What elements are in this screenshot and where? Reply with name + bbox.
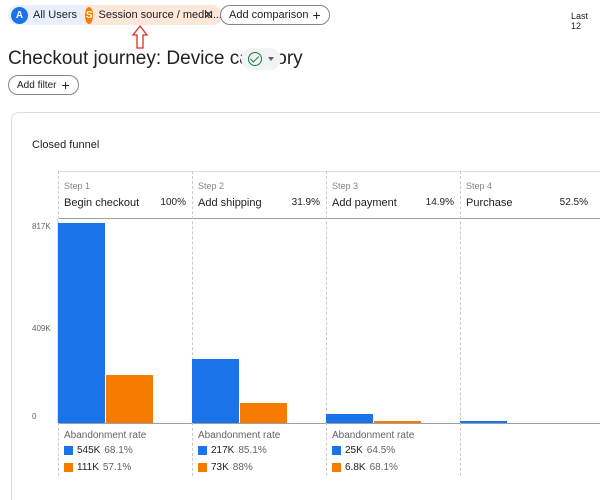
plus-icon: + bbox=[312, 7, 321, 23]
abandonment-rate: 68.1% bbox=[104, 445, 133, 456]
close-icon[interactable]: ✕ bbox=[203, 7, 214, 22]
add-filter-button[interactable]: Add filter + bbox=[8, 75, 79, 95]
abandonment-rate: 68.1% bbox=[369, 462, 398, 473]
legend-swatch bbox=[198, 463, 207, 472]
legend-swatch bbox=[198, 446, 207, 455]
funnel-bar-2-2[interactable] bbox=[240, 403, 287, 423]
abandonment-rate-step-1: Abandonment rate 545K 68.1% 111K 57.1% bbox=[58, 430, 192, 490]
abandonment-value: 111K bbox=[77, 462, 99, 473]
step-name: Add shipping bbox=[198, 197, 262, 209]
abandonment-row: 6.8K 68.1% bbox=[332, 462, 398, 473]
y-axis bbox=[57, 219, 58, 423]
abandonment-row: 217K 85.1% bbox=[198, 445, 267, 456]
annotation-arrow-icon bbox=[131, 24, 149, 49]
add-comparison-button[interactable]: Add comparison + bbox=[220, 5, 330, 25]
funnel-bar-1-2[interactable] bbox=[192, 359, 239, 423]
abandonment-rate: 64.5% bbox=[366, 445, 396, 456]
step-percent: 31.9% bbox=[291, 197, 320, 208]
column-separator bbox=[326, 171, 327, 476]
abandonment-row: 73K 88% bbox=[198, 462, 253, 473]
funnel-bar-1-1[interactable] bbox=[58, 223, 105, 423]
avatar: S bbox=[85, 6, 94, 24]
date-range-label[interactable]: Last 12 bbox=[571, 11, 589, 31]
step-name: Purchase bbox=[466, 197, 513, 209]
step-number: Step 2 bbox=[198, 181, 225, 191]
header-top-line bbox=[58, 171, 600, 172]
comparison-bar: A All Users ✕ S Session source / mediu..… bbox=[0, 0, 600, 31]
add-comparison-label: Add comparison bbox=[229, 9, 309, 21]
header-bottom-line bbox=[58, 218, 600, 219]
step-number: Step 3 bbox=[332, 181, 359, 191]
legend-swatch bbox=[64, 446, 73, 455]
abandonment-value: 6.8K bbox=[345, 462, 366, 473]
add-filter-label: Add filter bbox=[17, 79, 57, 91]
funnel-bar-2-1[interactable] bbox=[106, 375, 153, 423]
abandonment-rate-step-3: Abandonment rate 25K 64.5% 6.8K 68.1% bbox=[326, 430, 460, 490]
abandonment-rate: 85.1% bbox=[238, 445, 267, 456]
funnel-card bbox=[11, 112, 600, 500]
abandonment-value: 73K bbox=[211, 462, 229, 473]
chip-label: Session source / mediu... bbox=[98, 9, 222, 21]
avatar: A bbox=[11, 6, 28, 24]
chip-label: All Users bbox=[33, 9, 78, 21]
funnel-step-1[interactable]: Step 1 Begin checkout 100% bbox=[58, 171, 192, 218]
abandonment-value: 217K bbox=[211, 445, 235, 456]
abandonment-title: Abandonment rate bbox=[64, 430, 147, 441]
abandonment-row: 111K 57.1% bbox=[64, 462, 131, 473]
check-circle-icon bbox=[248, 52, 262, 66]
funnel-step-2[interactable]: Step 2 Add shipping 31.9% bbox=[192, 171, 326, 218]
abandonment-row: 25K 64.5% bbox=[332, 445, 395, 456]
caret-down-icon bbox=[268, 57, 274, 61]
abandonment-rate: 57.1% bbox=[102, 462, 132, 473]
funnel-step-4[interactable]: Step 4 Purchase 52.5% bbox=[460, 171, 594, 218]
funnel-bar-1-4[interactable] bbox=[460, 421, 507, 423]
step-name: Begin checkout bbox=[64, 197, 140, 209]
abandonment-value: 545K bbox=[77, 445, 101, 456]
step-name: Add payment bbox=[332, 197, 397, 209]
abandonment-title: Abandonment rate bbox=[332, 430, 415, 441]
step-percent: 100% bbox=[160, 197, 186, 208]
funnel-bar-2-3[interactable] bbox=[374, 421, 421, 423]
abandonment-rate: 88% bbox=[232, 462, 253, 473]
y-tick-label: 0 bbox=[32, 412, 37, 421]
legend-swatch bbox=[64, 463, 73, 472]
plus-icon: + bbox=[61, 77, 70, 93]
column-separator bbox=[460, 171, 461, 476]
baseline bbox=[58, 423, 600, 424]
y-tick-label: 817K bbox=[32, 222, 51, 231]
card-title: Closed funnel bbox=[32, 139, 100, 151]
report-status-dropdown[interactable] bbox=[241, 48, 281, 70]
y-tick-label: 409K bbox=[32, 324, 51, 333]
step-percent: 14.9% bbox=[425, 197, 454, 208]
funnel-step-3[interactable]: Step 3 Add payment 14.9% bbox=[326, 171, 460, 218]
abandonment-rate-step-2: Abandonment rate 217K 85.1% 73K 88% bbox=[192, 430, 326, 490]
comparison-chip-session-source[interactable]: S Session source / mediu... bbox=[82, 5, 222, 25]
abandonment-value: 25K bbox=[345, 445, 363, 456]
comparison-chip-all-users[interactable]: A All Users bbox=[8, 5, 103, 25]
legend-swatch bbox=[332, 446, 341, 455]
step-number: Step 1 bbox=[64, 181, 91, 191]
step-percent: 52.5% bbox=[559, 197, 588, 208]
legend-swatch bbox=[332, 463, 341, 472]
abandonment-title: Abandonment rate bbox=[198, 430, 281, 441]
column-separator bbox=[192, 171, 193, 476]
page-title: Checkout journey: Device category bbox=[8, 48, 303, 69]
abandonment-row: 545K 68.1% bbox=[64, 445, 133, 456]
step-number: Step 4 bbox=[466, 181, 493, 191]
funnel-bar-1-3[interactable] bbox=[326, 414, 373, 423]
